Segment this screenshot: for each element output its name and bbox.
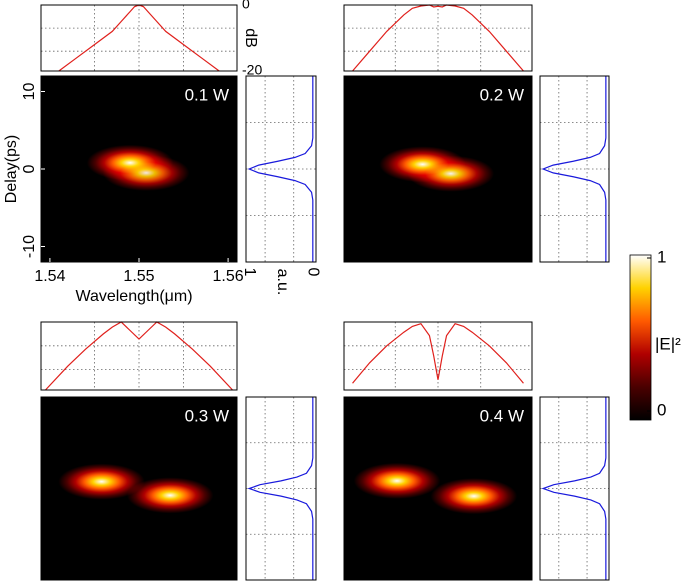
heatmap (348, 460, 522, 517)
x-axis-label: Wavelength(μm) (75, 288, 192, 305)
heatmap-frame (40, 396, 238, 581)
temporal-frame (539, 396, 610, 581)
spectrum-line (352, 322, 524, 384)
x-tick-label: 1.54 (34, 268, 65, 285)
colorbar (629, 254, 652, 421)
spectrum-frame (40, 321, 238, 391)
heatmap-frame (343, 75, 533, 263)
temporal-frame (245, 75, 317, 263)
intensity-blob (98, 152, 195, 193)
x-tick-label: 1.55 (123, 268, 154, 285)
temporal-tick-label: 0 (305, 268, 322, 277)
temporal-frame (539, 75, 610, 263)
intensity-blob (348, 460, 445, 501)
spectrum-axis-label: dB (242, 28, 259, 48)
intensity-blob (122, 475, 219, 516)
heatmap-frame (343, 396, 533, 581)
temporal-tick-label: 1 (241, 268, 258, 277)
power-label: 0.1 W (185, 85, 229, 104)
power-label: 0.4 W (480, 406, 524, 425)
spectrum-tick-label: -20 (242, 62, 262, 78)
temporal-line (541, 76, 607, 262)
power-label: 0.2 W (480, 85, 524, 104)
spectrum-frame (343, 4, 533, 72)
spectrum-tick-label: 0 (242, 0, 250, 12)
spectrum-frame (40, 4, 238, 72)
x-tick-label: 1.56 (213, 268, 244, 285)
temporal-line (247, 76, 314, 262)
temporal-frame (245, 396, 317, 581)
spectrum-line (45, 321, 233, 391)
y-axis-label: Delay(ps) (3, 135, 20, 203)
y-tick-label: -10 (21, 235, 38, 258)
heatmap (374, 144, 499, 194)
temporal-line (541, 397, 607, 580)
temporal-axis-label: a.u. (274, 269, 291, 296)
colorbar-tick-label: 0 (657, 400, 666, 419)
colorbar-label: |E|² (655, 334, 681, 353)
temporal-line (247, 397, 314, 580)
intensity-blob (402, 153, 499, 194)
spectrum-frame (343, 321, 533, 391)
heatmap (82, 142, 195, 193)
colorbar-tick-label: 1 (657, 247, 666, 266)
intensity-blob (425, 476, 522, 517)
heatmap (53, 461, 219, 516)
y-tick-label: 0 (21, 164, 38, 173)
spectrum-line (352, 4, 524, 72)
power-label: 0.3 W (185, 406, 229, 425)
y-tick-label: 10 (21, 83, 38, 101)
